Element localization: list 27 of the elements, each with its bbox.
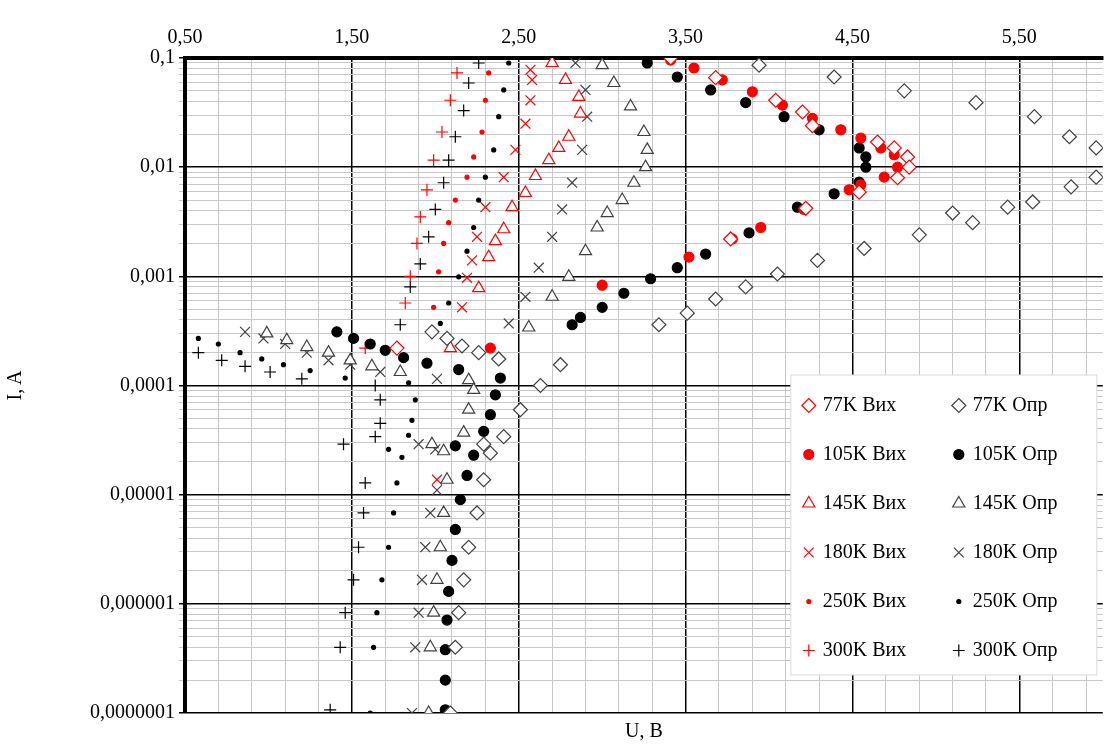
y-tick-label: 0,1 xyxy=(150,45,175,68)
y-tick-label: 0,0000001 xyxy=(90,700,175,723)
legend-label: 180K Опр xyxy=(972,539,1058,563)
x-tick-label: 1,50 xyxy=(334,25,370,48)
legend-label: 145K Опр xyxy=(972,490,1058,514)
legend-label: 145K Вих xyxy=(822,490,907,513)
y-tick-label: 0,0001 xyxy=(120,372,175,395)
x-tick-label: 5,50 xyxy=(1001,25,1037,48)
legend-label: 105K Опр xyxy=(972,441,1058,465)
y-tick-label: 0,00001 xyxy=(110,481,175,504)
y-tick-label: 0,001 xyxy=(130,263,175,286)
legend-label: 250K Вих xyxy=(822,588,907,611)
legend-label: 180K Вих xyxy=(822,539,907,562)
x-tick-label: 4,50 xyxy=(834,25,870,48)
x-tick-label: 2,50 xyxy=(501,25,537,48)
legend-label: 300K Вих xyxy=(822,637,907,660)
legend-label: 250K Опр xyxy=(972,588,1058,612)
y-axis-title: I, A xyxy=(3,369,26,401)
legend-label: 77K Вих xyxy=(822,392,897,415)
x-axis-title: U, B xyxy=(625,719,663,742)
legend-label: 77K Опр xyxy=(972,392,1048,416)
y-tick-label: 0,000001 xyxy=(100,591,175,614)
x-tick-label: 3,50 xyxy=(668,25,704,48)
x-tick-label: 0,50 xyxy=(167,25,203,48)
legend-label: 105K Вих xyxy=(822,441,907,464)
y-tick-label: 0,01 xyxy=(140,154,175,177)
legend-label: 300K Опр xyxy=(972,637,1058,661)
